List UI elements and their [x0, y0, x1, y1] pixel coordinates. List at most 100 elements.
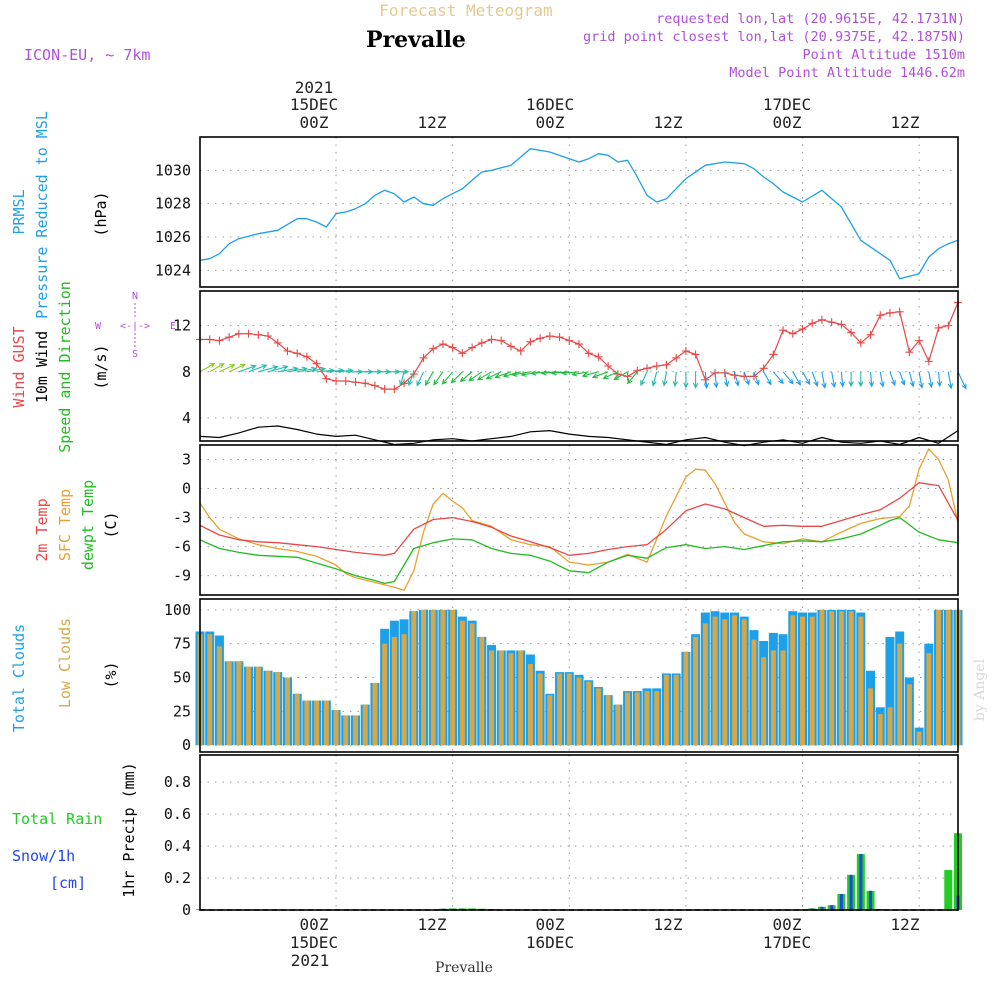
gust-marker-48 [662, 360, 671, 369]
low-cloud-bar-45 [634, 692, 640, 746]
low-cloud-bar-67 [848, 611, 854, 746]
low-cloud-bar-57 [751, 639, 757, 746]
low-cloud-bar-32 [508, 653, 514, 746]
gust-marker-2 [215, 336, 224, 345]
ytick-label-0-3: 1030 [155, 161, 191, 179]
wind-arrow-62 [802, 371, 811, 386]
gust-marker-74 [915, 336, 924, 345]
ytick-label-4-1: 0.2 [164, 869, 191, 887]
wind-arrow-1 [209, 363, 225, 373]
ytick-label-3-2: 50 [173, 669, 191, 687]
low-cloud-bar-75 [926, 653, 932, 746]
ytick-label-2-3: 0 [182, 480, 191, 498]
wind-arrow-40 [571, 371, 589, 377]
wind-arrow-43 [602, 371, 619, 380]
low-cloud-bar-19 [382, 643, 388, 746]
gust-marker-59 [769, 350, 778, 359]
wind-arrow-53 [713, 371, 719, 389]
compass-e: E [170, 321, 176, 332]
gust-marker-62 [798, 325, 807, 334]
wind-arrow-11 [306, 366, 327, 373]
grid-layer [200, 137, 958, 911]
low-cloud-bar-34 [527, 663, 533, 746]
gust-marker-77 [944, 321, 953, 330]
pressure-label-2: Pressure Reduced to MSL [33, 111, 51, 319]
wind-speed-line [199, 425, 959, 447]
low-cloud-bar-3 [226, 661, 232, 746]
top-hour-5: 00Z [773, 113, 802, 132]
wind-arrow-74 [918, 371, 924, 389]
wind-arrow-76 [936, 371, 943, 388]
wind-arrow-37 [540, 370, 560, 376]
wind-arrow-41 [581, 371, 599, 378]
low-cloud-bar-26 [450, 609, 456, 746]
low-cloud-bar-4 [236, 661, 242, 746]
low-cloud-bar-10 [294, 693, 300, 746]
compass-n: N [132, 291, 138, 302]
gust-marker-26 [448, 343, 457, 352]
plot-layer [195, 148, 967, 911]
wind-arrow-48 [662, 371, 668, 387]
panel-frame-0 [199, 136, 959, 288]
top-day-3: 17DEC [763, 95, 811, 114]
gust-marker-58 [759, 364, 768, 373]
ytick-label-3-4: 100 [164, 601, 191, 619]
gust-marker-24 [429, 344, 438, 353]
rain-bar-16 [944, 870, 953, 910]
wind-arrow-3 [228, 363, 247, 373]
wind-unit: (m/s) [92, 344, 110, 389]
ytick-label-1-2: 12 [173, 317, 191, 335]
wind-arrow-36 [530, 370, 550, 376]
pressure-label-1: PRMSL [10, 189, 28, 234]
low-cloud-bar-74 [916, 731, 922, 746]
model-altitude: Model Point Altitude 1446.62m [729, 65, 965, 81]
gust-marker-7 [264, 332, 273, 340]
gust-marker-27 [458, 349, 467, 358]
low-cloud-bar-76 [936, 609, 942, 746]
bottom-hour-4: 12Z [654, 915, 683, 934]
wind-arrow-21 [399, 371, 405, 387]
gust-marker-67 [847, 328, 856, 337]
gust-marker-1 [205, 335, 214, 344]
gust-marker-57 [749, 372, 758, 381]
pressure-line [199, 148, 959, 280]
ytick-label-4-2: 0.4 [164, 837, 191, 855]
snow-bar-10 [830, 905, 834, 910]
low-cloud-bar-47 [654, 691, 660, 746]
gust-marker-37 [555, 333, 564, 342]
bottom-hour-1: 00Z [300, 915, 329, 934]
gust-marker-17 [361, 379, 370, 388]
gust-marker-66 [837, 320, 846, 329]
wind-arrow-50 [683, 371, 689, 389]
low-cloud-bar-20 [391, 636, 397, 746]
ytick-label-2-1: -6 [173, 538, 191, 556]
bottom-hour-2: 12Z [418, 915, 447, 934]
wind-arrow-20 [394, 369, 410, 375]
gust-marker-73 [905, 348, 914, 357]
gust-marker-5 [244, 329, 253, 338]
gust-marker-47 [652, 362, 661, 370]
wind-arrow-13 [326, 367, 345, 374]
gust-marker-63 [808, 319, 817, 328]
low-cloud-bar-68 [858, 616, 864, 746]
top-hour-6: 12Z [891, 113, 920, 132]
2m-temp-line [199, 482, 959, 556]
low-cloud-bar-77 [945, 609, 951, 746]
bottom-hour-3: 00Z [536, 915, 565, 934]
gust-marker-12 [312, 359, 321, 368]
gust-marker-45 [633, 366, 642, 375]
wind-arrow-27 [450, 371, 463, 384]
low-clouds-label: Low Clouds [56, 618, 74, 708]
ytick-label-0-1: 1026 [155, 228, 191, 246]
low-cloud-bar-36 [547, 695, 553, 746]
snow-bar-11 [839, 894, 843, 910]
gust-marker-22 [409, 370, 418, 379]
gust-marker-36 [545, 332, 554, 340]
low-cloud-bar-12 [314, 700, 320, 746]
low-cloud-bar-52 [702, 623, 708, 746]
wind-arrow-69 [868, 371, 875, 388]
top-hour-4: 12Z [654, 113, 683, 132]
wind-arrow-24 [424, 371, 434, 387]
requested-coords: requested lon,lat (20.9615E, 42.1731N) [656, 11, 965, 27]
gust-marker-8 [273, 338, 282, 347]
